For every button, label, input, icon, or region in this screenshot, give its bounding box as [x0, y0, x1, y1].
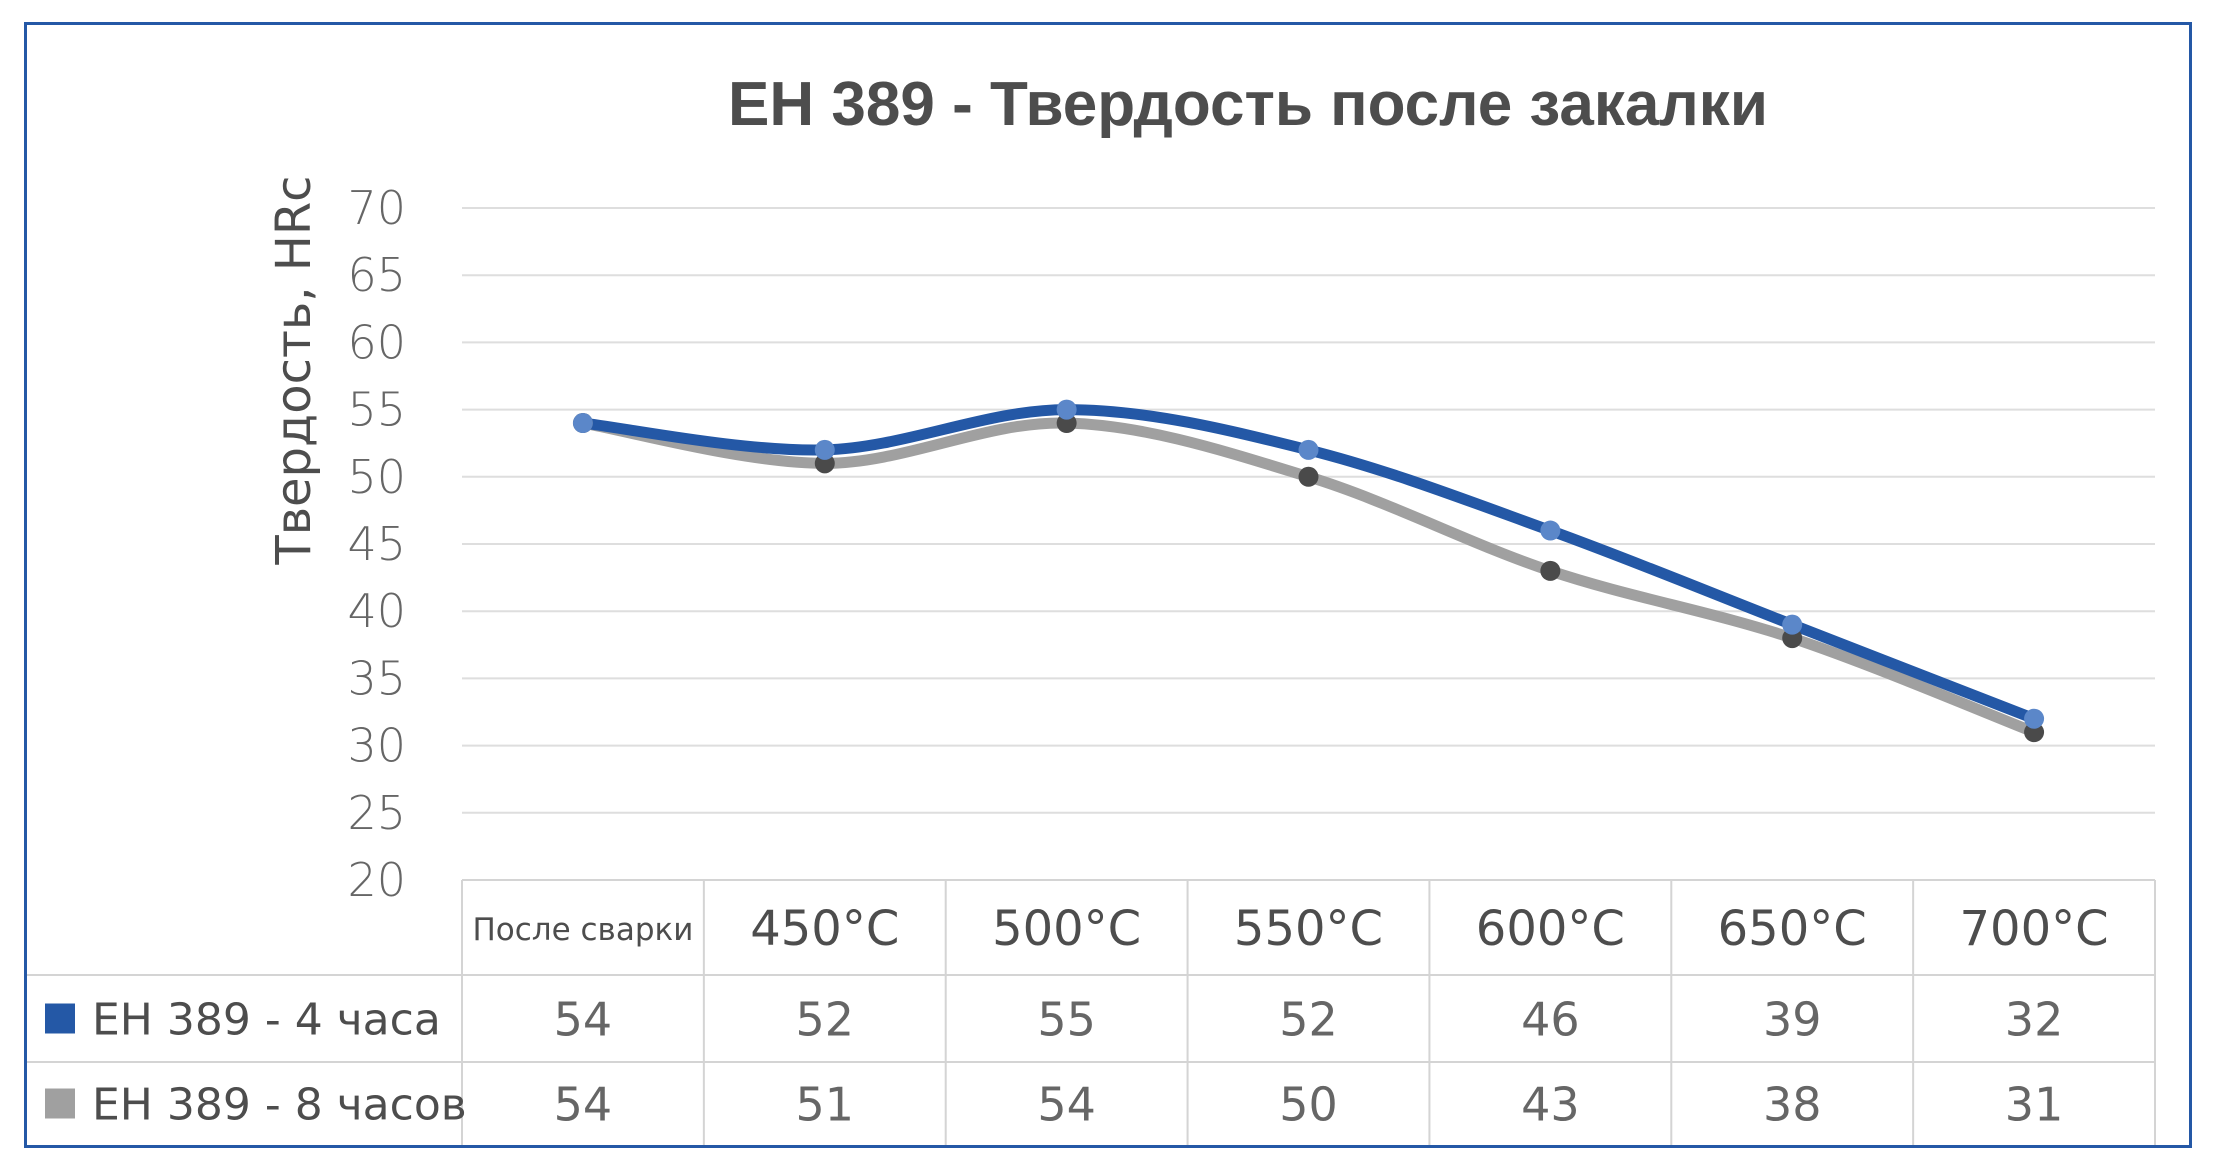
y-tick-30: 30 [347, 719, 406, 773]
table-value: 46 [1521, 993, 1580, 1047]
legend-label-1: EH 389 - 8 часов [92, 1080, 467, 1131]
y-axis-label: Твердость, HRc [266, 175, 322, 565]
chart-title: EH 389 - Твердость после закалки [728, 70, 1768, 139]
category-label: 450°C [750, 901, 899, 957]
data-point-s0-2 [1056, 399, 1077, 420]
category-label: 600°C [1476, 901, 1625, 957]
y-tick-70: 70 [347, 181, 406, 235]
table-value: 54 [554, 1078, 613, 1132]
table-value: 51 [796, 1078, 855, 1132]
category-label: 550°C [1234, 901, 1383, 957]
data-table: После сварки 450°C 500°C 550°C 600°C 650°C 700… [27, 879, 2156, 1145]
legend-swatch-1 [45, 1088, 75, 1119]
table-value: 52 [796, 993, 855, 1047]
table-value: 39 [1763, 993, 1822, 1047]
y-tick-40: 40 [347, 584, 406, 638]
y-tick-45: 45 [347, 517, 406, 571]
y-tick-65: 65 [347, 248, 406, 302]
table-value: 55 [1037, 993, 1096, 1047]
data-point-s0-6 [2024, 708, 2045, 729]
data-point-s1-4 [1540, 560, 1561, 581]
data-point-s0-1 [814, 439, 835, 460]
legend-label-0: EH 389 - 4 часа [92, 995, 441, 1046]
table-value: 31 [2005, 1078, 2064, 1132]
category-label: 500°C [992, 901, 1141, 957]
category-label: 650°C [1718, 901, 1867, 957]
y-tick-20: 20 [347, 853, 406, 907]
data-point-s0-4 [1540, 520, 1561, 541]
table-value: 54 [1037, 1078, 1096, 1132]
data-point-s0-3 [1298, 439, 1319, 460]
table-value: 38 [1763, 1078, 1822, 1132]
y-tick-55: 55 [347, 383, 406, 437]
data-point-s0-0 [572, 413, 593, 434]
category-label: 700°C [1960, 901, 2109, 957]
legend-swatch-0 [45, 1003, 75, 1034]
table-value: 32 [2005, 993, 2064, 1047]
data-point-s1-3 [1298, 466, 1319, 487]
table-value: 52 [1279, 993, 1338, 1047]
category-label: После сварки [472, 912, 693, 948]
series-markers [572, 399, 2045, 743]
y-tick-labels: 20 25 30 35 40 45 50 55 60 65 70 [347, 181, 406, 907]
table-value: 54 [554, 993, 613, 1047]
y-tick-60: 60 [347, 315, 406, 369]
y-tick-50: 50 [347, 450, 406, 504]
chart-frame [24, 22, 2192, 1148]
grid-lines [462, 207, 2155, 814]
y-tick-35: 35 [347, 651, 406, 705]
y-tick-25: 25 [347, 786, 406, 840]
table-value: 50 [1279, 1078, 1338, 1132]
table-value: 43 [1521, 1078, 1580, 1132]
data-point-s0-5 [1782, 614, 1803, 635]
